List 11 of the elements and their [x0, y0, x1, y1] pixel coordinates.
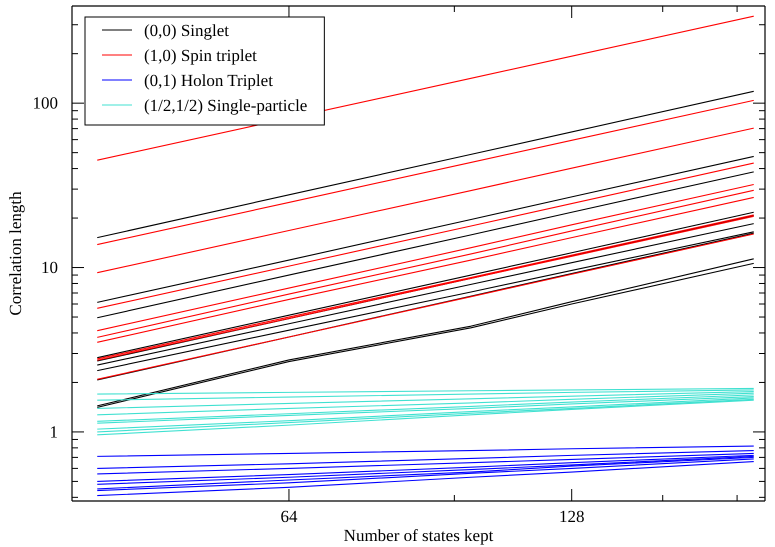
x-tick-label: 128	[558, 507, 584, 526]
legend-label: (1,0) Spin triplet	[144, 46, 258, 65]
x-axis-title: Number of states kept	[344, 526, 494, 545]
legend-label: (1/2,1/2) Single-particle	[144, 96, 308, 115]
legend-label: (0,0) Singlet	[144, 21, 230, 40]
y-tick-label: 1	[50, 422, 58, 442]
x-tick-label: 64	[280, 507, 298, 526]
y-tick-label: 100	[32, 94, 58, 113]
y-axis-title: Correlation length	[6, 190, 25, 316]
y-tick-label: 10	[41, 258, 58, 277]
legend-label: (0,1) Holon Triplet	[144, 71, 274, 90]
